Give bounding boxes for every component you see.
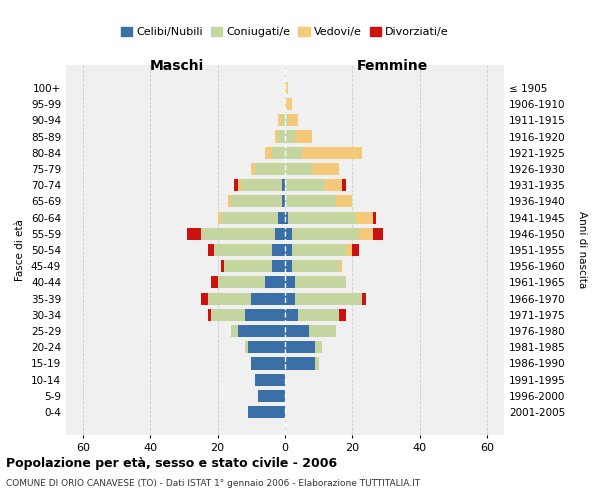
Bar bbox=[281, 114, 285, 126]
Bar bbox=[285, 98, 292, 110]
Bar bbox=[278, 212, 285, 224]
Bar bbox=[275, 130, 278, 142]
Text: Maschi: Maschi bbox=[150, 60, 205, 74]
Bar bbox=[362, 292, 366, 304]
Bar bbox=[272, 260, 285, 272]
Bar bbox=[302, 146, 362, 159]
Bar bbox=[316, 358, 319, 370]
Bar bbox=[356, 212, 373, 224]
Bar bbox=[272, 244, 285, 256]
Bar bbox=[289, 114, 298, 126]
Bar bbox=[211, 309, 245, 321]
Bar bbox=[278, 114, 281, 126]
Bar bbox=[224, 260, 272, 272]
Bar bbox=[251, 358, 285, 370]
Bar bbox=[285, 179, 325, 191]
Bar bbox=[254, 374, 285, 386]
Bar bbox=[289, 212, 356, 224]
Bar bbox=[339, 309, 346, 321]
Bar bbox=[335, 196, 352, 207]
Bar bbox=[251, 163, 254, 175]
Bar bbox=[346, 244, 352, 256]
Bar bbox=[281, 179, 285, 191]
Bar bbox=[248, 406, 285, 418]
Bar bbox=[285, 196, 335, 207]
Bar bbox=[235, 179, 238, 191]
Bar bbox=[238, 325, 285, 337]
Bar bbox=[298, 309, 339, 321]
Bar bbox=[308, 325, 335, 337]
Bar bbox=[285, 228, 292, 240]
Bar bbox=[285, 341, 316, 353]
Bar bbox=[285, 276, 295, 288]
Bar bbox=[201, 292, 208, 304]
Bar bbox=[208, 244, 214, 256]
Bar bbox=[208, 309, 211, 321]
Bar bbox=[285, 309, 298, 321]
Bar bbox=[285, 244, 292, 256]
Bar bbox=[342, 179, 346, 191]
Bar bbox=[292, 228, 359, 240]
Bar bbox=[231, 196, 281, 207]
Bar bbox=[231, 325, 238, 337]
Bar bbox=[251, 292, 285, 304]
Legend: Celibi/Nubili, Coniugati/e, Vedovi/e, Divorziati/e: Celibi/Nubili, Coniugati/e, Vedovi/e, Di… bbox=[117, 22, 453, 42]
Bar bbox=[265, 146, 272, 159]
Bar bbox=[245, 309, 285, 321]
Bar bbox=[295, 276, 346, 288]
Bar bbox=[285, 260, 292, 272]
Bar bbox=[295, 292, 362, 304]
Bar bbox=[292, 244, 346, 256]
Bar bbox=[285, 163, 312, 175]
Bar bbox=[316, 341, 322, 353]
Bar bbox=[187, 228, 201, 240]
Bar bbox=[238, 179, 241, 191]
Bar bbox=[312, 163, 339, 175]
Bar bbox=[254, 163, 285, 175]
Bar bbox=[278, 130, 285, 142]
Bar bbox=[211, 276, 218, 288]
Bar bbox=[359, 228, 373, 240]
Y-axis label: Fasce di età: Fasce di età bbox=[16, 219, 25, 281]
Bar bbox=[201, 228, 275, 240]
Bar bbox=[221, 260, 224, 272]
Bar bbox=[292, 260, 339, 272]
Bar bbox=[352, 244, 359, 256]
Bar bbox=[221, 212, 278, 224]
Bar bbox=[218, 212, 221, 224]
Bar bbox=[285, 358, 316, 370]
Bar bbox=[245, 341, 248, 353]
Bar bbox=[285, 82, 289, 94]
Bar bbox=[248, 341, 285, 353]
Bar bbox=[373, 228, 383, 240]
Bar bbox=[265, 276, 285, 288]
Text: Femmine: Femmine bbox=[357, 60, 428, 74]
Bar bbox=[241, 179, 281, 191]
Bar bbox=[208, 292, 251, 304]
Y-axis label: Anni di nascita: Anni di nascita bbox=[577, 212, 587, 288]
Bar bbox=[281, 196, 285, 207]
Bar bbox=[214, 244, 272, 256]
Bar bbox=[272, 146, 285, 159]
Bar bbox=[285, 325, 308, 337]
Bar bbox=[295, 130, 312, 142]
Bar bbox=[285, 146, 302, 159]
Bar bbox=[285, 114, 289, 126]
Bar bbox=[228, 196, 231, 207]
Text: Popolazione per età, sesso e stato civile - 2006: Popolazione per età, sesso e stato civil… bbox=[6, 458, 337, 470]
Bar bbox=[373, 212, 376, 224]
Bar bbox=[218, 276, 265, 288]
Bar bbox=[285, 292, 295, 304]
Bar bbox=[285, 212, 289, 224]
Bar bbox=[325, 179, 342, 191]
Bar bbox=[339, 260, 342, 272]
Bar bbox=[275, 228, 285, 240]
Bar bbox=[285, 130, 295, 142]
Bar bbox=[258, 390, 285, 402]
Text: COMUNE DI ORIO CANAVESE (TO) - Dati ISTAT 1° gennaio 2006 - Elaborazione TUTTITA: COMUNE DI ORIO CANAVESE (TO) - Dati ISTA… bbox=[6, 479, 420, 488]
